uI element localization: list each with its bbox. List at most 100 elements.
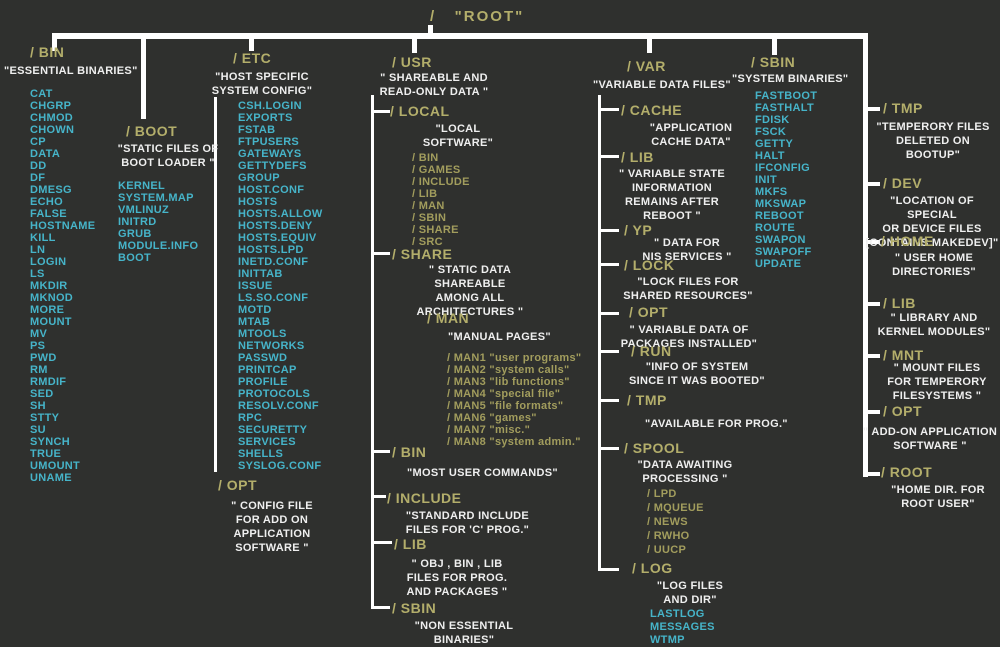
list-item: LOGIN — [30, 256, 67, 268]
dir-etc-opt-label: / OPT — [218, 477, 258, 493]
usr-spine — [371, 95, 374, 609]
dir-sbin-label: / SBIN — [751, 54, 796, 70]
list-item: SWAPON — [755, 234, 806, 246]
dir-var-run-desc: "INFO OF SYSTEM SINCE IT WAS BOOTED" — [629, 361, 765, 388]
dir-var-spool-label: / SPOOL — [624, 440, 685, 456]
list-item: BOOT — [118, 252, 151, 264]
list-item: PWD — [30, 352, 57, 364]
dir-etc-opt-desc: " CONFIG FILE FOR ADD ON APPLICATION SOF… — [231, 500, 313, 555]
list-item: / MAN5 "file formats" — [447, 400, 564, 412]
dir-usr-man-label: / MAN — [427, 310, 470, 326]
list-item: CHMOD — [30, 112, 74, 124]
list-item: / INCLUDE — [412, 176, 470, 188]
dir-etc-label: / ETC — [233, 50, 272, 66]
dir-usr-local-desc: "LOCAL SOFTWARE" — [422, 123, 494, 150]
list-item: MTAB — [238, 316, 271, 328]
list-item: / MAN1 "user programs" — [447, 352, 582, 364]
dir-etc-desc: "HOST SPECIFIC SYSTEM CONFIG" — [211, 71, 313, 98]
list-item: LN — [30, 244, 46, 256]
list-item: CHOWN — [30, 124, 75, 136]
usr-tick-local — [374, 110, 390, 113]
list-item: SHELLS — [238, 448, 284, 460]
var-tick-run — [601, 350, 619, 353]
var-tick-tmp — [601, 399, 619, 402]
list-item: / RWHO — [647, 530, 690, 542]
list-item: SU — [30, 424, 46, 436]
list-item: FSTAB — [238, 124, 276, 136]
list-item: SWAPOFF — [755, 246, 812, 258]
right-tick-dev — [868, 182, 880, 186]
usr-tick-share — [374, 252, 390, 255]
list-item: FTPUSERS — [238, 136, 300, 148]
dir-usr-man-desc: "MANUAL PAGES" — [448, 331, 551, 343]
list-item: HOSTNAME — [30, 220, 96, 232]
dir-var-log-desc: "LOG FILES AND DIR" — [656, 580, 724, 607]
list-item: / MAN4 "special file" — [447, 388, 561, 400]
dir-tmp-label: / TMP — [883, 100, 923, 116]
dir-lib-label: / LIB — [883, 295, 916, 311]
dir-boot-label: / BOOT — [126, 123, 178, 139]
list-item: CP — [30, 136, 46, 148]
list-item: UMOUNT — [30, 460, 81, 472]
dir-dev-desc: "LOCATION OF SPECIAL OR DEVICE FILES [CO… — [865, 195, 999, 250]
etc-spine — [214, 97, 217, 472]
list-item: CAT — [30, 88, 53, 100]
var-tick-lib — [601, 155, 619, 158]
dir-bin-list: CAT CHGRP CHMOD CHOWN CP DATA DD DF DMESG ECHO FAL… — [30, 88, 95, 484]
dir-var-log-label: / LOG — [632, 560, 673, 576]
list-item: MKNOD — [30, 292, 74, 304]
list-item: / MAN2 "system calls" — [447, 364, 570, 376]
list-item: / SBIN — [412, 212, 447, 224]
dir-bin-label: / BIN — [30, 44, 65, 60]
list-item: FASTHALT — [755, 102, 815, 114]
list-item: MORE — [30, 304, 65, 316]
dir-mnt-desc: " MOUNT FILES FOR TEMPERORY FILESYSTEMS … — [887, 362, 987, 403]
list-item: RPC — [238, 412, 263, 424]
dir-var-opt-label: / OPT — [629, 304, 669, 320]
dir-var-lock-desc: "LOCK FILES FOR SHARED RESOURCES" — [623, 276, 753, 303]
dir-var-tmp-desc: "AVAILABLE FOR PROG." — [645, 418, 788, 430]
list-item: KILL — [30, 232, 56, 244]
dir-bin-desc: "ESSENTIAL BINARIES" — [4, 65, 138, 77]
var-tick-log — [601, 568, 619, 571]
list-item: FASTBOOT — [755, 90, 818, 102]
list-item: DF — [30, 172, 46, 184]
dir-var-desc: "VARIABLE DATA FILES" — [593, 79, 731, 91]
list-item: EXPORTS — [238, 112, 293, 124]
list-item: / UUCP — [647, 544, 687, 556]
dir-root-desc: "HOME DIR. FOR ROOT USER" — [891, 484, 985, 511]
dir-usr-share-desc: " STATIC DATA SHAREABLE AMONG ALL ARCHIT… — [416, 264, 524, 319]
dir-var-label: / VAR — [627, 58, 666, 74]
top-bar — [52, 33, 868, 39]
list-item: HOSTS.LPD — [238, 244, 304, 256]
dir-usr-lib-desc: " OBJ , BIN , LIB FILES FOR PROG. AND PA… — [406, 558, 508, 599]
list-item: GETTYDEFS — [238, 160, 307, 172]
dir-var-log-list: LASTLOG MESSAGES WTMP — [650, 608, 715, 647]
dir-usr-include-label: / INCLUDE — [387, 490, 462, 506]
list-item: DATA — [30, 148, 61, 160]
dir-usr-local-list: / BIN / GAMES / INCLUDE / LIB / MAN / SBIN / S… — [412, 152, 470, 248]
root-title-tick — [428, 25, 433, 34]
list-item: GATEWAYS — [238, 148, 302, 160]
dir-var-cache-label: / CACHE — [621, 102, 683, 118]
list-item: MKDIR — [30, 280, 68, 292]
dir-var-opt-desc: " VARIABLE DATA OF PACKAGES INSTALLED" — [620, 324, 758, 351]
list-item: RM — [30, 364, 48, 376]
list-item: HOSTS — [238, 196, 278, 208]
var-tick-cache — [601, 108, 619, 111]
dir-etc-list: CSH.LOGIN EXPORTS FSTAB FTPUSERS GATEWAYS GET… — [238, 100, 323, 472]
list-item: NETWORKS — [238, 340, 305, 352]
list-item: / MAN7 "misc." — [447, 424, 531, 436]
dir-var-lib-desc: " VARIABLE STATE INFORMATION REMAINS AFT… — [619, 168, 725, 223]
usr-tick-include — [374, 495, 386, 498]
right-tick-opt — [868, 410, 880, 414]
list-item: MV — [30, 328, 48, 340]
dir-usr-share-label: / SHARE — [392, 246, 453, 262]
list-item: MOTD — [238, 304, 272, 316]
list-item: UNAME — [30, 472, 72, 484]
dir-sbin-list: FASTBOOT FASTHALT FDISK FSCK GETTY HALT IFCONF… — [755, 90, 817, 270]
list-item: PROFILE — [238, 376, 288, 388]
list-item: SYNCH — [30, 436, 71, 448]
list-item: CSH.LOGIN — [238, 100, 302, 112]
list-item: / MAN3 "lib functions" — [447, 376, 570, 388]
